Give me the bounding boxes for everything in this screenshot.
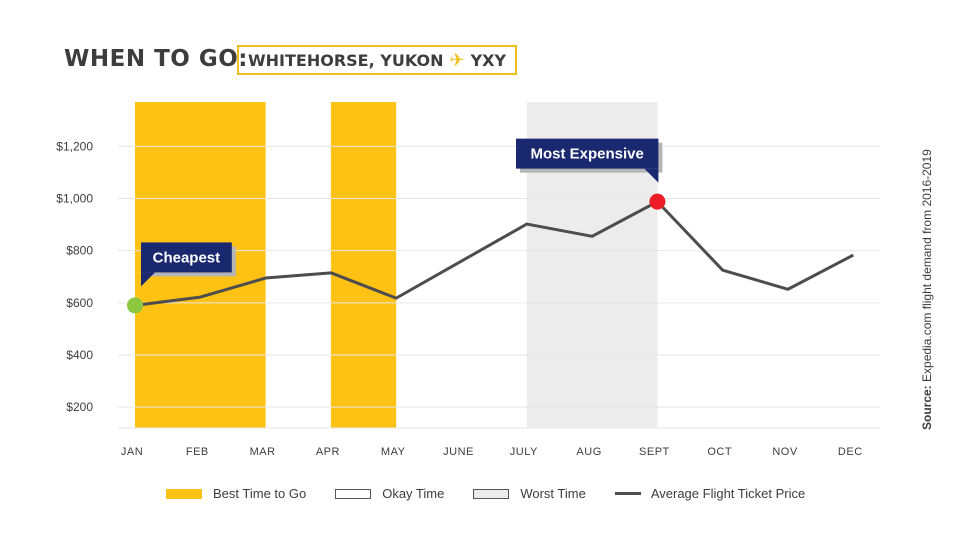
legend: Best Time to Go Okay Time Worst Time Ave… bbox=[166, 486, 834, 501]
x-tick-label: MAY bbox=[381, 446, 406, 458]
x-tick-label: MAR bbox=[250, 446, 276, 458]
legend-label-worst: Worst Time bbox=[520, 486, 586, 501]
destination-box: WHITEHORSE, YUKON ✈ YXY bbox=[237, 45, 518, 75]
callout-pointer bbox=[141, 272, 155, 287]
x-tick-label: FEB bbox=[186, 446, 209, 458]
destination-label: WHITEHORSE, YUKON bbox=[248, 50, 444, 70]
y-tick-label: $600 bbox=[66, 296, 93, 310]
legend-label-line: Average Flight Ticket Price bbox=[650, 486, 806, 501]
y-tick-label: $1,000 bbox=[56, 191, 93, 205]
callout-label: Cheapest bbox=[153, 249, 221, 266]
callout-label: Most Expensive bbox=[531, 146, 644, 163]
legend-item-worst: Worst Time bbox=[473, 486, 586, 501]
x-tick-label: AUG bbox=[576, 446, 601, 458]
legend-item-okay: Okay Time bbox=[335, 486, 444, 501]
data-marker bbox=[127, 297, 143, 314]
legend-label-best: Best Time to Go bbox=[213, 486, 307, 501]
data-marker bbox=[649, 193, 666, 210]
price-line-swatch bbox=[614, 492, 641, 495]
airport-code: YXY bbox=[470, 50, 507, 70]
callout-pointer bbox=[644, 168, 659, 183]
x-tick-label: SEPT bbox=[639, 446, 670, 458]
callout-box bbox=[516, 138, 659, 169]
legend-item-best: Best Time to Go bbox=[166, 486, 306, 501]
best-time-band-1 bbox=[330, 102, 397, 428]
x-tick-label: JULY bbox=[510, 446, 538, 458]
legend-item-line: Average Flight Ticket Price bbox=[614, 486, 806, 501]
x-tick-label: APR bbox=[316, 446, 340, 458]
series-line bbox=[134, 200, 854, 307]
y-tick-label: $200 bbox=[66, 400, 93, 414]
y-tick-label: $800 bbox=[66, 244, 93, 258]
okay-time-swatch bbox=[335, 488, 372, 499]
callout-box bbox=[141, 242, 232, 273]
x-tick-label: JAN bbox=[121, 446, 143, 458]
worst-time-swatch bbox=[473, 488, 510, 499]
best-time-swatch bbox=[166, 488, 202, 499]
legend-label-okay: Okay Time bbox=[382, 486, 445, 501]
chart-title: WHEN TO GO: bbox=[64, 46, 248, 72]
x-tick-label: NOV bbox=[772, 446, 798, 458]
x-tick-label: JUNE bbox=[443, 446, 474, 458]
y-tick-label: $400 bbox=[66, 348, 93, 362]
x-tick-label: DEC bbox=[838, 446, 863, 458]
airplane-icon: ✈ bbox=[449, 49, 465, 71]
y-tick-label: $1,200 bbox=[56, 139, 93, 153]
x-tick-label: OCT bbox=[707, 446, 732, 458]
